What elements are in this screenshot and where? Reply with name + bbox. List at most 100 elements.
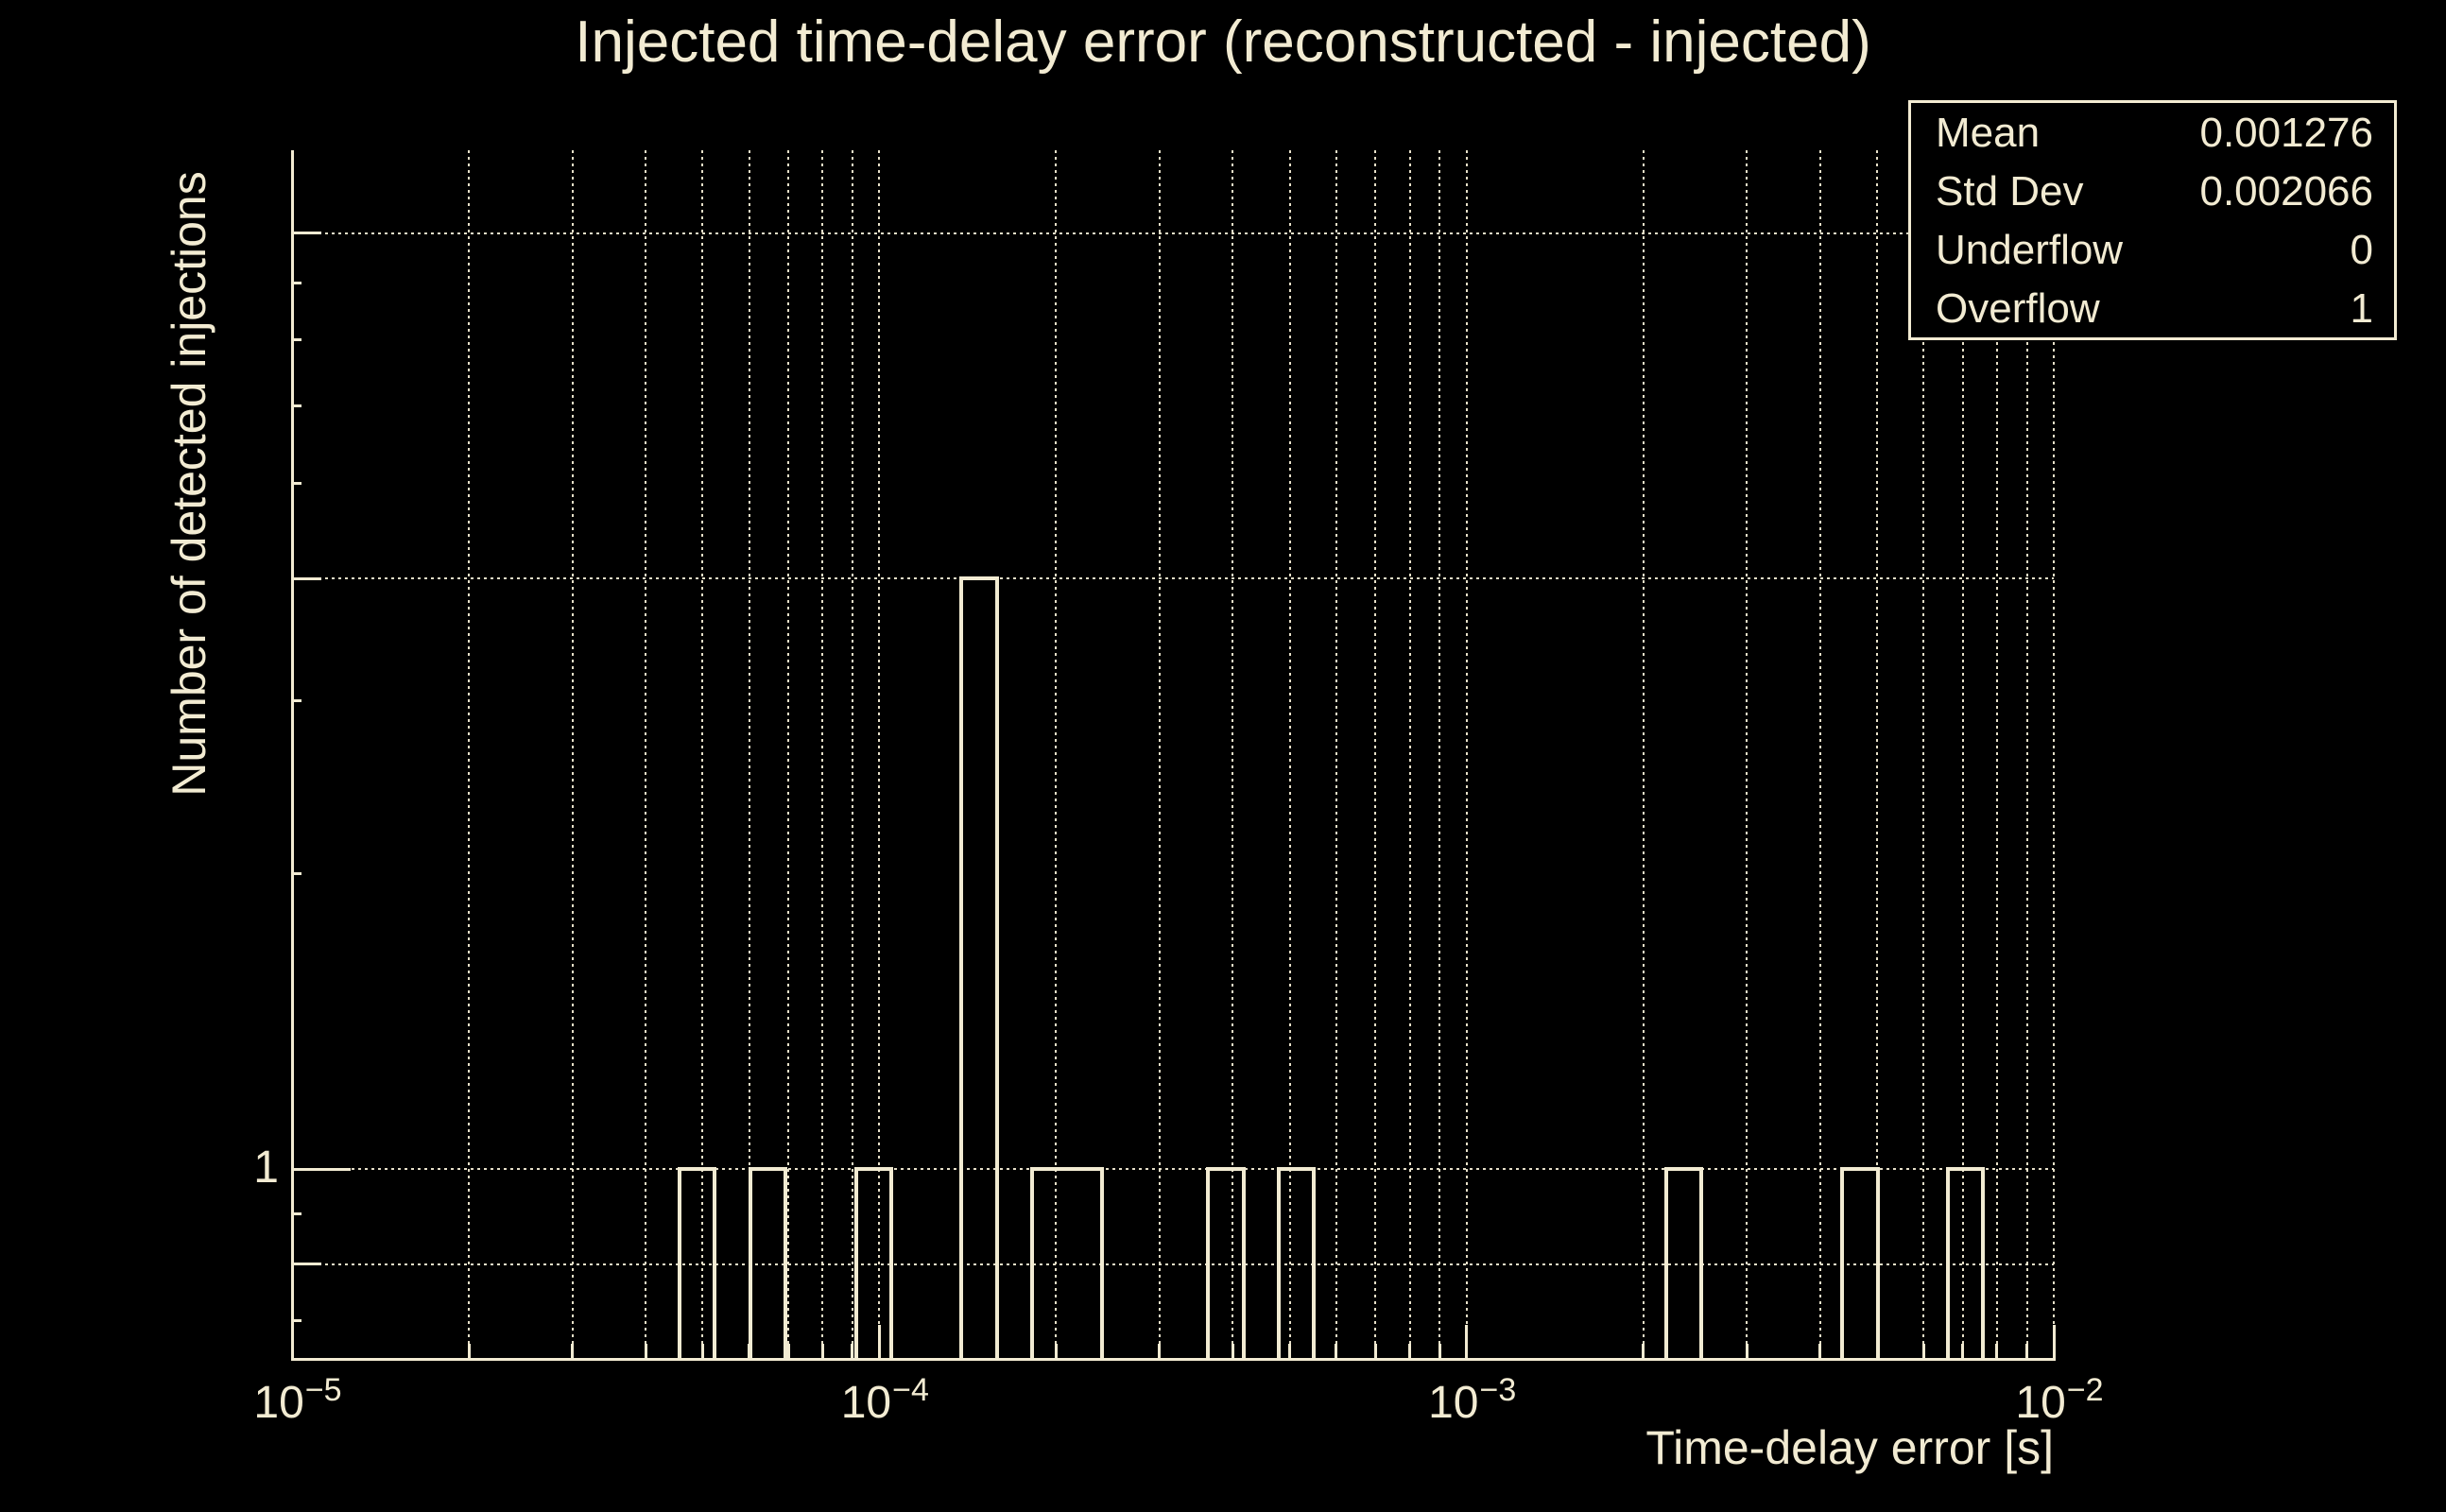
x-tick-minor	[786, 1344, 790, 1359]
x-tick-minor	[467, 1344, 471, 1359]
x-tick-label: 10−5	[253, 1372, 341, 1433]
x-gridline-minor	[1876, 150, 1878, 1359]
x-tick-label-base: 10	[1428, 1378, 1479, 1428]
y-axis-title: Number of detected injections	[163, 171, 215, 797]
y-axis-line	[290, 150, 294, 1359]
y-gridline	[292, 577, 2054, 580]
x-tick-label: 10−3	[1428, 1372, 1516, 1433]
x-gridline-minor	[468, 150, 470, 1359]
y-tick-label: 1	[253, 1143, 279, 1193]
x-tick-minor	[820, 1344, 824, 1359]
x-tick-major	[877, 1325, 881, 1359]
x-gridline-minor	[1335, 150, 1337, 1359]
x-tick-minor	[851, 1344, 854, 1359]
x-tick-minor	[1818, 1344, 1822, 1359]
histogram-bar	[959, 576, 999, 1359]
histogram-bar	[1276, 1167, 1317, 1359]
x-tick-minor	[700, 1344, 704, 1359]
x-gridline-minor	[2025, 150, 2028, 1359]
y-tick-minor	[292, 1212, 301, 1215]
x-gridline-major	[2053, 150, 2055, 1359]
x-tick-minor	[1961, 1344, 1965, 1359]
stats-label: Std Dev	[1936, 168, 2084, 215]
y-tick-minor	[292, 1319, 301, 1323]
x-gridline-minor	[645, 150, 647, 1359]
stats-row: Underflow 0	[1911, 220, 2394, 279]
x-tick-minor	[748, 1344, 750, 1359]
stats-row: Mean 0.001276	[1911, 103, 2394, 162]
x-tick-minor	[644, 1344, 647, 1359]
x-tick-minor	[571, 1344, 574, 1359]
x-gridline-minor	[1408, 150, 1411, 1359]
x-tick-minor	[1231, 1344, 1234, 1359]
x-gridline-minor	[1922, 150, 1925, 1359]
x-tick-minor	[1921, 1344, 1925, 1359]
histogram-bar	[1840, 1167, 1880, 1359]
stats-value: 0.002066	[2199, 168, 2373, 215]
y-tick-minor	[292, 404, 301, 407]
x-tick-minor	[1438, 1344, 1441, 1359]
x-axis-line	[290, 1357, 2056, 1361]
x-gridline-minor	[1158, 150, 1161, 1359]
histogram-bar	[678, 1167, 717, 1359]
x-tick-minor	[1875, 1344, 1879, 1359]
y-tick-medium	[292, 232, 321, 234]
stats-box: Mean 0.001276 Std Dev 0.002066 Underflow 0 Ove…	[1908, 100, 2397, 340]
stats-label: Overflow	[1936, 285, 2100, 332]
x-gridline-major	[1465, 150, 1468, 1359]
y-tick-minor	[292, 482, 301, 485]
x-tick-label-base: 10	[2015, 1378, 2066, 1428]
stats-row: Std Dev 0.002066	[1911, 162, 2394, 220]
x-tick-minor	[1054, 1344, 1058, 1359]
x-tick-label-exponent: −5	[304, 1372, 342, 1408]
y-tick-medium	[292, 576, 321, 580]
x-gridline-minor	[1055, 150, 1058, 1359]
x-tick-major	[290, 1325, 294, 1359]
x-gridline-minor	[701, 150, 704, 1359]
stats-row: Overflow 1	[1911, 279, 2394, 337]
x-gridline-major	[878, 150, 881, 1359]
stats-label: Mean	[1936, 110, 2041, 156]
x-tick-minor	[2025, 1344, 2029, 1359]
y-tick-minor	[292, 872, 301, 875]
histogram-bar	[748, 1167, 787, 1359]
x-gridline-minor	[748, 150, 750, 1359]
x-gridline-minor	[1232, 150, 1234, 1359]
y-tick-major	[292, 1167, 351, 1171]
x-gridline-minor	[1642, 150, 1645, 1359]
stats-value: 0	[2350, 227, 2373, 273]
stats-label: Underflow	[1936, 227, 2124, 273]
histogram-bar	[1663, 1167, 1704, 1359]
x-gridline-minor	[1288, 150, 1291, 1359]
x-axis-title: Time-delay error [s]	[1645, 1421, 2054, 1474]
histogram-bar	[1946, 1167, 1986, 1359]
x-tick-minor	[1288, 1344, 1292, 1359]
y-gridline	[292, 1168, 2054, 1170]
x-gridline-minor	[1961, 150, 1964, 1359]
y-tick-medium	[292, 1263, 321, 1266]
x-tick-label-base: 10	[840, 1378, 892, 1428]
y-tick-minor	[292, 282, 301, 285]
x-gridline-minor	[1995, 150, 1998, 1359]
y-tick-minor	[292, 699, 301, 703]
x-tick-minor	[1995, 1344, 1999, 1359]
stats-value: 1	[2350, 285, 2373, 332]
x-tick-major	[1465, 1325, 1469, 1359]
histogram-bar	[1029, 1167, 1105, 1359]
x-tick-major	[2052, 1325, 2056, 1359]
x-tick-label-base: 10	[253, 1378, 304, 1428]
x-gridline-minor	[787, 150, 790, 1359]
x-tick-minor	[1373, 1344, 1377, 1359]
x-tick-label: 10−2	[2015, 1372, 2103, 1433]
x-tick-minor	[1408, 1344, 1411, 1359]
histogram-bar	[1206, 1167, 1246, 1359]
y-gridline	[292, 232, 2054, 234]
chart-title: Injected time-delay error (reconstructed…	[575, 9, 1871, 75]
x-gridline-minor	[1746, 150, 1748, 1359]
x-gridline-minor	[821, 150, 824, 1359]
x-tick-label: 10−4	[840, 1372, 929, 1433]
x-tick-minor	[1745, 1344, 1748, 1359]
x-tick-label-exponent: −2	[2066, 1372, 2104, 1408]
x-gridline-minor	[1438, 150, 1441, 1359]
